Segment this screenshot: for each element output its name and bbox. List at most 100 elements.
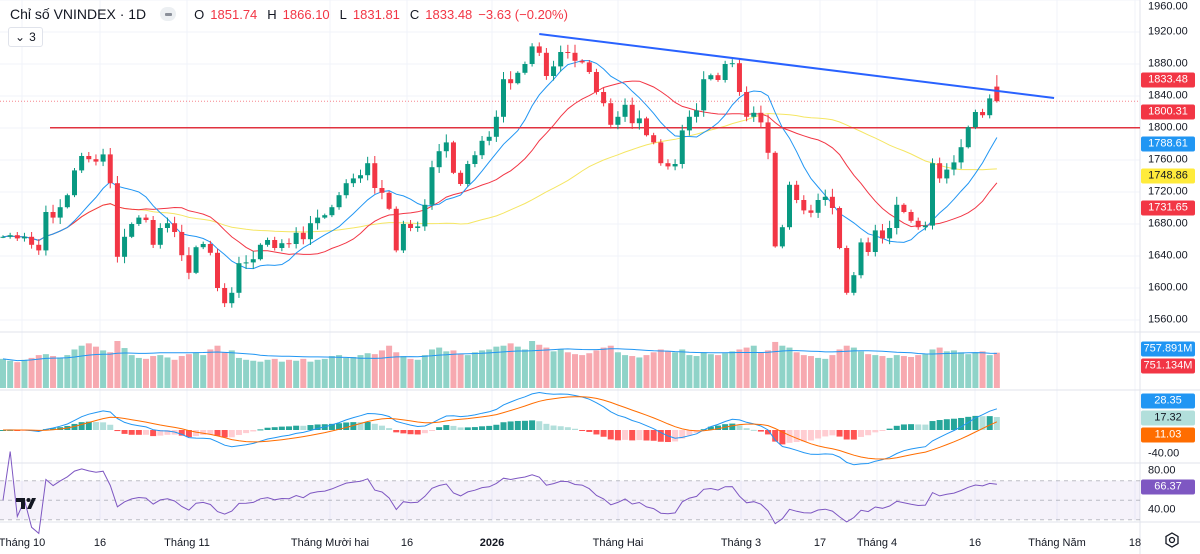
- candle: [129, 222, 135, 239]
- volume-bar: [529, 341, 536, 388]
- candle-body: [608, 103, 614, 125]
- macd-histogram-bar: [693, 430, 700, 433]
- candle: [894, 196, 900, 235]
- macd-histogram-bar: [92, 422, 99, 430]
- candle-body: [329, 207, 335, 216]
- volume-bar: [514, 346, 521, 388]
- volume-bar: [893, 355, 900, 388]
- candle: [164, 217, 170, 233]
- tradingview-logo-icon[interactable]: [14, 494, 40, 512]
- candle-body: [493, 116, 499, 137]
- candle-body: [386, 192, 392, 209]
- high-label: H: [267, 6, 277, 22]
- candle-body: [844, 248, 850, 293]
- hide-legend-button[interactable]: [160, 7, 177, 21]
- candle-body: [801, 200, 807, 211]
- candle: [29, 232, 35, 249]
- candle: [64, 193, 70, 209]
- volume-bar: [386, 345, 393, 388]
- candle: [822, 189, 828, 206]
- candle: [879, 224, 885, 244]
- candle-body: [107, 154, 113, 184]
- macd-histogram-bar: [421, 430, 428, 434]
- candle-body: [851, 275, 857, 293]
- macd-histogram-bar: [500, 422, 507, 430]
- candle: [715, 72, 721, 82]
- symbol-title[interactable]: Chỉ số VNINDEX · 1D: [10, 6, 147, 22]
- candle: [694, 103, 700, 123]
- candle-body: [930, 163, 935, 226]
- candle: [972, 109, 978, 130]
- candle: [958, 139, 964, 169]
- date-tick-label: 17: [813, 537, 827, 549]
- candle: [679, 124, 685, 169]
- indicators-toggle-button[interactable]: ⌄ 3: [8, 27, 43, 47]
- settings-icon[interactable]: [1163, 531, 1181, 549]
- candle-body: [615, 116, 621, 125]
- candle-body: [293, 232, 299, 244]
- macd-histogram-bar: [157, 430, 164, 436]
- macd-histogram-bar: [929, 421, 936, 430]
- candle: [486, 131, 492, 146]
- volume-bar: [729, 351, 736, 388]
- volume-bar: [185, 354, 192, 388]
- macd-histogram-bar: [371, 423, 378, 430]
- candle-body: [758, 112, 764, 123]
- volume-bar: [157, 355, 164, 388]
- candle-body: [558, 52, 564, 67]
- macd-histogram-bar: [772, 430, 779, 442]
- volume-bar: [900, 356, 907, 388]
- volume-bar: [579, 355, 586, 388]
- candle-body: [887, 228, 893, 239]
- candle-body: [686, 116, 692, 131]
- candle-body: [858, 242, 864, 276]
- volume-bar: [128, 355, 135, 388]
- candle-body: [744, 92, 750, 117]
- candle: [372, 156, 378, 194]
- candle: [479, 136, 485, 160]
- volume-bar: [879, 356, 886, 388]
- candle-body: [415, 226, 421, 228]
- macd-histogram-bar: [471, 427, 478, 430]
- price-tick-label: 1840.00: [1148, 89, 1188, 102]
- volume-bar: [858, 351, 864, 388]
- volume-bar: [672, 352, 679, 388]
- macd-histogram-bar: [965, 416, 972, 430]
- candle-body: [7, 235, 13, 237]
- volume-bar: [21, 359, 28, 388]
- macd-histogram-bar: [886, 428, 893, 430]
- volume-bar: [450, 350, 457, 388]
- volume-bar: [593, 350, 600, 388]
- level-price-tag: 1800.31: [1141, 104, 1195, 120]
- candle: [257, 243, 263, 261]
- macd-histogram-bar: [514, 420, 521, 430]
- candle-body: [787, 184, 792, 228]
- macd-histogram-bar: [793, 430, 800, 443]
- candle-body: [408, 224, 414, 228]
- rsi-tick-label: 40.00: [1148, 503, 1176, 516]
- candle-body: [972, 112, 978, 128]
- macd-signal-tag: 11.03: [1141, 427, 1195, 443]
- candle-body: [307, 223, 313, 240]
- candle: [243, 255, 249, 269]
- candle-body: [350, 178, 356, 184]
- candle: [250, 251, 256, 269]
- candle-body: [372, 163, 378, 188]
- candle: [100, 148, 106, 167]
- macd-histogram-bar: [743, 428, 750, 430]
- candle: [329, 204, 335, 218]
- candle-body: [0, 236, 6, 238]
- candle: [908, 209, 914, 223]
- macd-histogram-bar: [228, 430, 235, 438]
- volume-bar: [7, 360, 14, 388]
- candle: [300, 226, 306, 245]
- volume-bar: [307, 361, 314, 388]
- macd-histogram-bar: [622, 430, 629, 440]
- volume-bar: [815, 357, 822, 388]
- candle-body: [465, 164, 471, 184]
- candle-body: [565, 52, 571, 53]
- volume-bar: [57, 357, 64, 388]
- volume-bar: [936, 347, 943, 388]
